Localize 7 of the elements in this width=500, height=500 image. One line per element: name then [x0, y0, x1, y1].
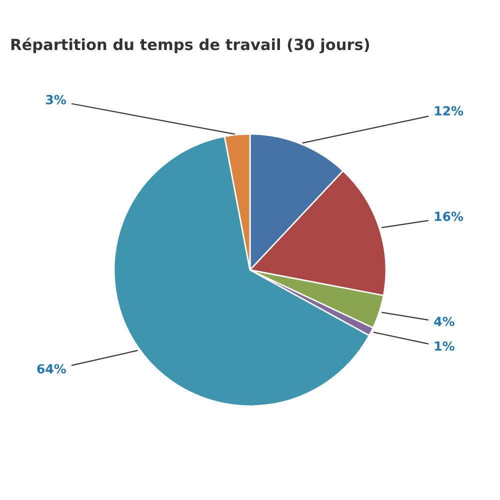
- data-label: 3%: [46, 94, 66, 104]
- data-label: 1%: [435, 341, 454, 351]
- data-label: 16%: [435, 212, 464, 222]
- data-label: 64%: [37, 364, 66, 374]
- data-label: 12%: [435, 106, 464, 116]
- data-label: 4%: [434, 316, 454, 326]
- chart-title: Répartition du temps de travail (30 jours): [11, 38, 370, 54]
